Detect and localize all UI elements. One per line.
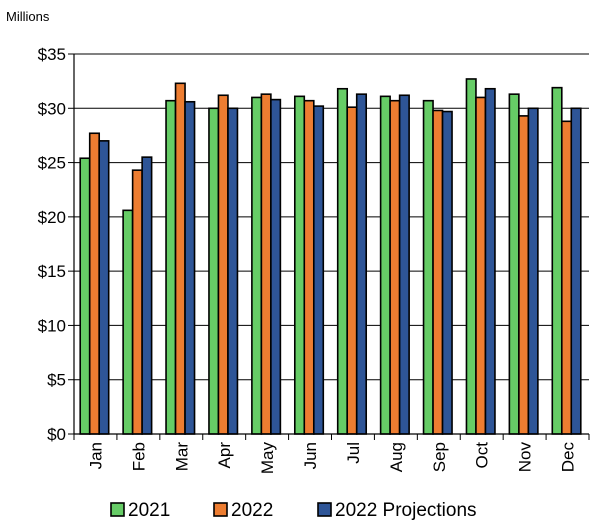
bar-jan-2022 bbox=[88, 132, 101, 435]
bar-apr-2022 bbox=[217, 94, 229, 435]
legend: 2021 2022 2022 Projections bbox=[110, 500, 477, 521]
bar-nov-2022-projections bbox=[527, 107, 539, 435]
bar-nov-2022 bbox=[518, 115, 530, 435]
axes bbox=[73, 54, 590, 440]
legend-swatch bbox=[110, 502, 125, 517]
x-tick-label-feb: Feb bbox=[129, 442, 148, 471]
bar-mar-2022 bbox=[174, 82, 186, 435]
bar-mar-2021 bbox=[165, 99, 177, 435]
x-tick-label-dec: Dec bbox=[559, 442, 578, 473]
bar-oct-2022-projections bbox=[484, 87, 496, 435]
x-axis-tick-labels: Jan Feb Mar Apr May Jun Jul Aug Sep Oct Nov Dec bbox=[86, 442, 577, 475]
bar-jul-2021 bbox=[336, 87, 349, 435]
legend-swatch bbox=[317, 502, 332, 517]
x-tick-label-mar: Mar bbox=[172, 442, 191, 472]
bar-may-2021 bbox=[251, 96, 263, 435]
y-tick-label: $20 bbox=[38, 208, 66, 227]
y-tick-label: $0 bbox=[47, 425, 66, 444]
bar-apr-2022-projections bbox=[227, 107, 239, 435]
y-axis-tick-labels: $0 $5 $10 $15 $20 $25 $30 $35 bbox=[38, 45, 66, 444]
bar-oct-2022 bbox=[475, 96, 487, 435]
y-tick-label: $25 bbox=[38, 154, 66, 173]
bar-feb-2022-projections bbox=[141, 156, 153, 435]
x-tick-label-sep: Sep bbox=[430, 442, 449, 472]
bar-apr-2021 bbox=[208, 107, 220, 435]
bar-jan-2022-projections bbox=[98, 140, 110, 435]
bar-aug-2022 bbox=[389, 99, 401, 435]
bar-may-2022-projections bbox=[270, 98, 282, 435]
bar-feb-2021 bbox=[122, 209, 134, 435]
x-tick-label-apr: Apr bbox=[215, 442, 234, 469]
bar-jul-2022 bbox=[346, 106, 358, 435]
x-tick-label-aug: Aug bbox=[387, 442, 406, 472]
legend-swatch bbox=[213, 502, 228, 517]
x-tick-label-may: May bbox=[258, 442, 277, 475]
legend-entry-label: 2022 Projections bbox=[335, 500, 477, 521]
bar-oct-2021 bbox=[465, 78, 477, 435]
y-tick-label: $35 bbox=[38, 45, 66, 64]
bar-sep-2021 bbox=[422, 99, 434, 435]
bar-feb-2022 bbox=[131, 169, 143, 435]
bar-aug-2021 bbox=[379, 95, 391, 435]
bar-dec-2022 bbox=[560, 120, 573, 435]
y-tick-label: $5 bbox=[47, 371, 66, 390]
x-tick-label-jul: Jul bbox=[344, 442, 363, 464]
legend-entry-label: 2021 bbox=[128, 500, 170, 521]
bar-may-2022 bbox=[260, 93, 272, 435]
bar-aug-2022-projections bbox=[398, 94, 410, 435]
bar-jun-2022-projections bbox=[312, 105, 325, 435]
x-tick-label-oct: Oct bbox=[473, 442, 492, 469]
x-tick-label-nov: Nov bbox=[516, 442, 535, 473]
bar-jan-2021 bbox=[79, 157, 91, 435]
x-tick-label-jan: Jan bbox=[86, 442, 105, 469]
legend-entry-label: 2022 bbox=[231, 500, 273, 521]
bar-dec-2021 bbox=[551, 86, 563, 435]
y-tick-label: $15 bbox=[38, 262, 66, 281]
bar-dec-2022-projections bbox=[570, 107, 582, 435]
bar-mar-2022-projections bbox=[184, 100, 196, 435]
bars bbox=[79, 78, 582, 435]
y-tick-label: $10 bbox=[38, 316, 66, 335]
bar-sep-2022-projections bbox=[441, 110, 453, 435]
bar-sep-2022 bbox=[432, 109, 444, 435]
x-tick-label-jun: Jun bbox=[301, 442, 320, 469]
y-tick-label: $30 bbox=[38, 99, 66, 118]
bar-jun-2022 bbox=[303, 99, 315, 435]
bar-nov-2021 bbox=[508, 93, 520, 435]
y-axis-unit-label: Millions bbox=[6, 9, 50, 24]
bar-jul-2022-projections bbox=[355, 93, 368, 435]
gridlines bbox=[68, 53, 589, 435]
bar-jun-2021 bbox=[293, 95, 306, 435]
